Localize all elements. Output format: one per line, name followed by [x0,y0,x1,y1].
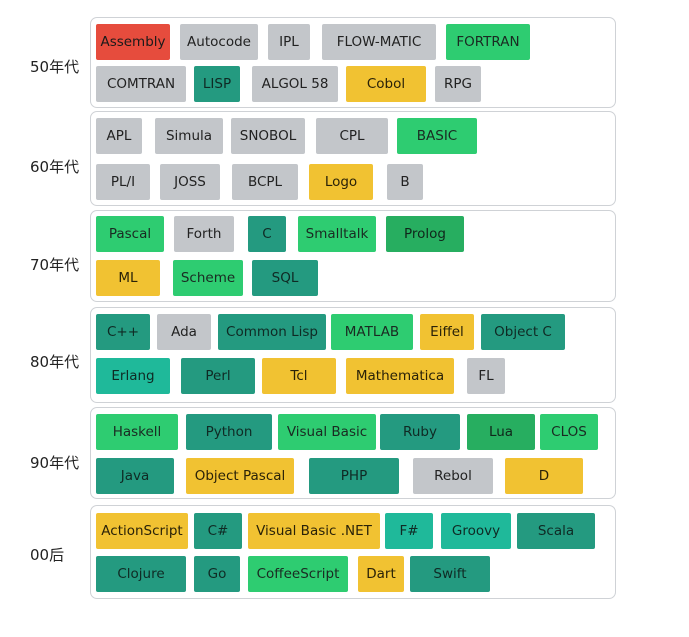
language-tag: MATLAB [331,314,413,350]
language-tag: Python [186,414,272,450]
language-tag: Rebol [413,458,493,494]
language-tag: APL [96,118,142,154]
language-tag: SNOBOL [231,118,305,154]
language-tag: BCPL [232,164,298,200]
language-tag: C# [194,513,242,549]
language-tag: B [387,164,423,200]
language-tag: Erlang [96,358,170,394]
language-tag: ML [96,260,160,296]
language-tag: Assembly [96,24,170,60]
language-tag: Object Pascal [186,458,294,494]
language-tag: Forth [174,216,234,252]
language-tag: COMTRAN [96,66,186,102]
language-tag: Object C [481,314,565,350]
language-tag: Scheme [173,260,243,296]
language-tag: ALGOL 58 [252,66,338,102]
language-tag: Logo [309,164,373,200]
language-tag: ActionScript [96,513,188,549]
language-tag: Java [96,458,174,494]
language-tag: C++ [96,314,150,350]
language-tag: Mathematica [346,358,454,394]
language-tag: Autocode [180,24,258,60]
language-tag: Eiffel [420,314,474,350]
language-tag: FL [467,358,505,394]
era-label: 80年代 [30,353,80,371]
era-label: 90年代 [30,454,80,472]
language-tag: Common Lisp [218,314,326,350]
language-tag: FLOW-MATIC [322,24,436,60]
language-tag: Clojure [96,556,186,592]
language-tag: C [248,216,286,252]
language-tag: Swift [410,556,490,592]
language-tag: FORTRAN [446,24,530,60]
language-tag: F# [385,513,433,549]
language-tag: Pascal [96,216,164,252]
language-tag: Lua [467,414,535,450]
language-tag: CoffeeScript [248,556,348,592]
language-tag: SQL [252,260,318,296]
language-tag: LISP [194,66,240,102]
language-tag: BASIC [397,118,477,154]
language-tag: Visual Basic [278,414,376,450]
language-tag: Ada [157,314,211,350]
language-tag: Groovy [441,513,511,549]
language-tag: PL/I [96,164,150,200]
language-tag: Prolog [386,216,464,252]
language-tag: Scala [517,513,595,549]
language-tag: JOSS [160,164,220,200]
language-tag: D [505,458,583,494]
language-tag: Visual Basic .NET [248,513,380,549]
language-tag: Smalltalk [298,216,376,252]
language-tag: Ruby [380,414,460,450]
language-tag: Dart [358,556,404,592]
language-tag: CPL [316,118,388,154]
era-label: 70年代 [30,256,80,274]
language-tag: Haskell [96,414,178,450]
language-tag: Go [194,556,240,592]
language-tag: IPL [268,24,310,60]
language-tag: Perl [181,358,255,394]
language-tag: RPG [435,66,481,102]
era-label: 00后 [30,546,65,564]
language-tag: Simula [155,118,223,154]
era-label: 60年代 [30,158,80,176]
language-tag: CLOS [540,414,598,450]
language-tag: Cobol [346,66,426,102]
language-tag: PHP [309,458,399,494]
era-label: 50年代 [30,58,80,76]
language-tag: Tcl [262,358,336,394]
